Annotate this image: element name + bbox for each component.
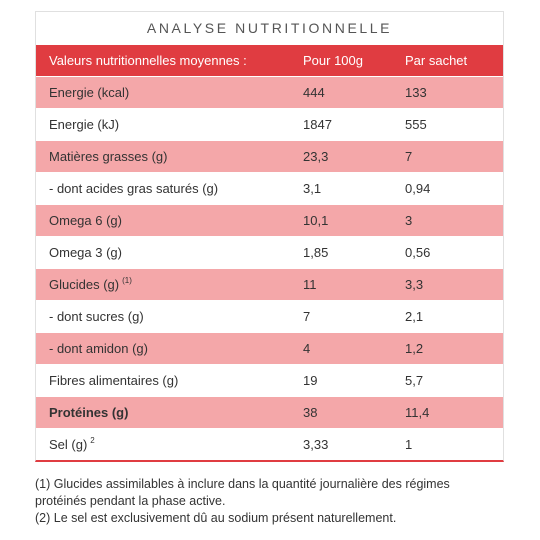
nutrient-name: Fibres alimentaires (g): [49, 373, 179, 388]
table-row: Energie (kJ) 1847 555: [36, 108, 503, 140]
table-row: - dont sucres (g) 7 2,1: [36, 300, 503, 332]
per-sachet-value: 133: [405, 85, 427, 100]
table-row: Sel (g) 2 3,33 1: [36, 428, 503, 460]
nutrient-label: Matières grasses (g): [36, 149, 303, 164]
per-100g-value: 19: [303, 373, 318, 388]
nutrient-label: - dont sucres (g): [36, 309, 303, 324]
per-sachet-value: 3: [405, 213, 413, 228]
footnote-marker: 2: [90, 436, 95, 445]
nutrient-name: Protéines (g): [49, 405, 129, 420]
per-100g-value: 1,85: [303, 245, 329, 260]
nutrition-table: ANALYSE NUTRITIONNELLE Valeurs nutrition…: [35, 11, 504, 462]
header-nutrient: Valeurs nutritionnelles moyennes :: [49, 53, 247, 68]
per-sachet-value: 5,7: [405, 373, 424, 388]
footnote-1: (1) Glucides assimilables à inclure dans…: [35, 477, 450, 508]
per-sachet-value: 1: [405, 437, 413, 452]
table-title: ANALYSE NUTRITIONNELLE: [146, 20, 393, 36]
nutrient-name: Matières grasses (g): [49, 149, 168, 164]
table-header-row: Valeurs nutritionnelles moyennes : Pour …: [36, 45, 503, 76]
per-sachet-value: 555: [405, 117, 427, 132]
footnote-marker: (1): [122, 276, 132, 285]
per-sachet-value: 0,56: [405, 245, 431, 260]
per-100g-value: 3,33: [303, 437, 329, 452]
per-100g-value: 4: [303, 341, 311, 356]
nutrient-label: Omega 6 (g): [36, 213, 303, 228]
per-100g-value: 1847: [303, 117, 332, 132]
per-sachet-value: 11,4: [405, 405, 430, 420]
nutrient-name: - dont amidon (g): [49, 341, 148, 356]
nutrient-name: Energie (kcal): [49, 85, 130, 100]
nutrient-name: Sel (g): [49, 437, 88, 452]
table-row: Omega 3 (g) 1,85 0,56: [36, 236, 503, 268]
nutrient-label: Protéines (g): [36, 405, 303, 420]
per-sachet-value: 1,2: [405, 341, 424, 356]
per-sachet-value: 3,3: [405, 277, 424, 292]
table-row: Omega 6 (g) 10,1 3: [36, 204, 503, 236]
header-per-100g: Pour 100g: [303, 53, 363, 68]
per-sachet-value: 2,1: [405, 309, 424, 324]
per-100g-value: 23,3: [303, 149, 329, 164]
nutrient-label: Omega 3 (g): [36, 245, 303, 260]
per-100g-value: 7: [303, 309, 311, 324]
nutrient-name: Energie (kJ): [49, 117, 120, 132]
per-100g-value: 11: [303, 277, 317, 292]
table-row: - dont acides gras saturés (g) 3,1 0,94: [36, 172, 503, 204]
footnote-2: (2) Le sel est exclusivement dû au sodiu…: [35, 511, 397, 525]
nutrient-name: Glucides (g): [49, 277, 120, 292]
nutrient-label: Glucides (g) (1): [36, 276, 303, 293]
nutrient-name: Omega 3 (g): [49, 245, 122, 260]
nutrient-label: - dont amidon (g): [36, 341, 303, 356]
nutrient-label: - dont acides gras saturés (g): [36, 181, 303, 196]
per-100g-value: 3,1: [303, 181, 322, 196]
nutrient-label: Energie (kcal): [36, 85, 303, 100]
per-sachet-value: 7: [405, 149, 413, 164]
table-row: Energie (kcal) 444 133: [36, 76, 503, 108]
per-100g-value: 38: [303, 405, 318, 420]
per-sachet-value: 0,94: [405, 181, 431, 196]
table-row: Fibres alimentaires (g) 19 5,7: [36, 364, 503, 396]
table-row: Glucides (g) (1) 11 3,3: [36, 268, 503, 300]
per-100g-value: 10,1: [303, 213, 329, 228]
nutrient-name: Omega 6 (g): [49, 213, 122, 228]
footnotes: (1) Glucides assimilables à inclure dans…: [35, 476, 504, 527]
per-100g-value: 444: [303, 85, 325, 100]
nutrient-name: - dont acides gras saturés (g): [49, 181, 219, 196]
nutrient-label: Fibres alimentaires (g): [36, 373, 303, 388]
nutrient-label: Energie (kJ): [36, 117, 303, 132]
table-row: Protéines (g) 38 11,4: [36, 396, 503, 428]
nutrient-label: Sel (g) 2: [36, 436, 303, 453]
table-row: - dont amidon (g) 4 1,2: [36, 332, 503, 364]
nutrition-panel: ANALYSE NUTRITIONNELLE Valeurs nutrition…: [35, 11, 504, 527]
nutrient-name: - dont sucres (g): [49, 309, 144, 324]
header-per-sachet: Par sachet: [405, 53, 468, 68]
table-row: Matières grasses (g) 23,3 7: [36, 140, 503, 172]
